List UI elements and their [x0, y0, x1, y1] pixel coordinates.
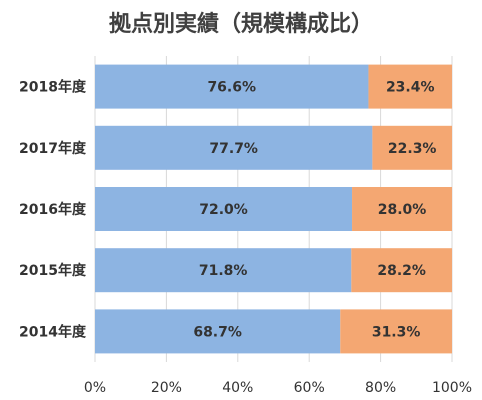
x-tick-label: 20%: [151, 380, 182, 396]
value-label: 28.2%: [377, 263, 426, 279]
bar-segment: [95, 125, 373, 170]
value-label: 28.0%: [378, 202, 427, 218]
value-label: 72.0%: [199, 202, 248, 218]
category-labels: 2018年度 2017年度 2016年度 2015年度 2014年度: [19, 79, 87, 341]
bar-segment: [352, 187, 452, 231]
category-label: 2017年度: [19, 140, 87, 157]
x-tick-label: 60%: [294, 380, 325, 396]
value-label: 71.8%: [199, 263, 248, 279]
value-label: 31.3%: [372, 324, 421, 340]
category-label: 2015年度: [19, 262, 87, 279]
value-label: 68.7%: [193, 324, 242, 340]
bar-segment: [95, 187, 353, 231]
category-label: 2016年度: [19, 201, 87, 218]
bars: [95, 64, 452, 354]
bar-segment: [372, 125, 452, 170]
x-tick-label: 100%: [432, 380, 472, 396]
value-label: 77.7%: [209, 141, 258, 157]
chart-title: 拠点別実績（規模構成比）: [108, 12, 373, 37]
value-label: 76.6%: [207, 80, 256, 96]
bar-segment: [368, 64, 452, 109]
bar-segment: [351, 248, 452, 293]
bar-segment: [95, 309, 341, 354]
value-label: 23.4%: [386, 80, 435, 96]
value-label: 22.3%: [388, 141, 437, 157]
bar-segment: [95, 248, 352, 293]
x-tick-labels: 0% 20% 40% 60% 80% 100%: [84, 380, 472, 396]
x-tick-label: 40%: [222, 380, 253, 396]
bar-segment: [340, 309, 452, 354]
x-tick-label: 0%: [84, 380, 106, 396]
category-label: 2014年度: [19, 323, 87, 340]
bar-segment: [95, 64, 369, 109]
x-tick-label: 80%: [365, 380, 396, 396]
category-label: 2018年度: [19, 79, 87, 96]
value-labels: 76.6% 23.4% 77.7% 22.3% 72.0% 28.0% 71.8% 28.2%…: [193, 80, 436, 341]
